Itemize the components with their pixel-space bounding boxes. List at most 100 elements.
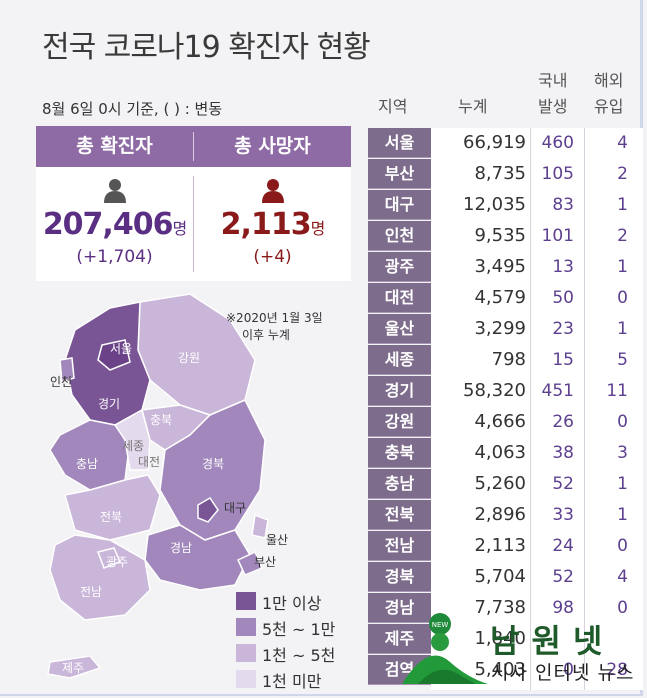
domestic-cell: 23	[552, 319, 574, 339]
domestic-cell: 83	[552, 195, 574, 215]
header-overseas-2: 유입	[594, 97, 624, 116]
region-busan	[237, 550, 263, 576]
overseas-cell: 2	[617, 226, 628, 246]
map-label-gyeongnam: 경남	[170, 541, 192, 555]
deaths-label: 총 사망자	[234, 135, 311, 157]
region-cell: 경남	[368, 593, 431, 623]
map-label-seoul: 서울	[110, 342, 132, 356]
column-divider	[584, 128, 585, 690]
region-jeju	[47, 655, 102, 679]
total-cell: 7,738	[474, 597, 526, 618]
legend-swatch	[236, 670, 256, 688]
domestic-cell: 460	[541, 133, 574, 153]
header-overseas-1: 해외	[594, 71, 624, 90]
summary-box: 총 확진자 총 사망자 207,406명 (+1,704) 2,113명 (+4…	[36, 126, 351, 281]
total-cell: 4,063	[474, 442, 526, 463]
note-line-2: 이후 누계	[242, 328, 290, 342]
total-cell: 2,113	[474, 535, 526, 556]
total-cell: 5,403	[474, 659, 526, 680]
region-cell: 서울	[368, 128, 431, 158]
overseas-cell: 28	[606, 660, 628, 680]
domestic-cell: 26	[552, 412, 574, 432]
region-gyeongnam	[144, 524, 251, 591]
overseas-cell: 1	[617, 195, 628, 215]
region-daegu	[197, 496, 219, 523]
domestic-cell: 52	[552, 567, 574, 587]
region-cell: 충남	[368, 469, 431, 499]
table-row: 세종 798 15 5	[368, 345, 638, 375]
overseas-cell: 4	[617, 567, 628, 587]
map-label-gyeongbuk: 경북	[202, 457, 224, 471]
region-cell: 인천	[368, 221, 431, 251]
domestic-cell: 105	[541, 164, 574, 184]
total-cell: 5,260	[474, 473, 526, 494]
page-title: 전국 코로나19 확진자 현황	[42, 30, 371, 65]
person-icon	[261, 179, 284, 203]
header-domestic: 국내 발생	[538, 70, 567, 118]
domestic-cell: 33	[552, 505, 574, 525]
region-ulsan	[251, 513, 269, 539]
total-cell: 12,035	[463, 194, 526, 215]
overseas-cell: 11	[606, 381, 628, 401]
region-cell: 세종	[368, 345, 431, 375]
table-row: 경남 7,738 98 0	[368, 593, 638, 623]
table-row: 대전 4,579 50 0	[368, 283, 638, 313]
region-cell: 경북	[368, 562, 431, 592]
legend-label: 1만 이상	[262, 594, 322, 613]
svg-text:NEW: NEW	[432, 621, 449, 629]
map-label-ulsan: 울산	[266, 533, 288, 547]
table-row: 인천 9,535 101 2	[368, 221, 638, 251]
confirmed-change: (+1,704)	[76, 247, 153, 267]
region-incheon	[59, 357, 75, 384]
domestic-cell: 451	[541, 381, 574, 401]
legend-item: 1천 ~ 5천	[236, 642, 356, 665]
overseas-cell: 1	[617, 474, 628, 494]
map-label-gyeonggi: 경기	[98, 397, 120, 411]
total-cell: 5,704	[474, 566, 526, 587]
region-jeonbuk	[64, 474, 161, 541]
table-row: 대구 12,035 83 1	[368, 190, 638, 220]
total-cell: 798	[491, 349, 526, 370]
region-cell: 대전	[368, 283, 431, 313]
map-label-busan: 부산	[254, 555, 276, 569]
overseas-cell: 1	[617, 257, 628, 277]
person-icon	[103, 179, 126, 203]
legend-swatch	[236, 592, 256, 610]
region-gyeongbuk	[159, 399, 266, 541]
total-cell: 2,896	[474, 504, 526, 525]
map-label-sejong: 세종	[122, 439, 144, 453]
table-row: 충북 4,063 38 3	[368, 438, 638, 468]
map-label-jeonnam: 전남	[80, 585, 102, 599]
confirmed-total: 207,406명	[42, 207, 187, 242]
total-cell: 9,535	[474, 225, 526, 246]
domestic-cell: 13	[552, 257, 574, 277]
region-cell: 강원	[368, 407, 431, 437]
region-cell: 광주	[368, 252, 431, 282]
column-divider	[530, 128, 531, 690]
header-overseas: 해외 유입	[594, 70, 623, 118]
table-row: 광주 3,495 13 1	[368, 252, 638, 282]
total-cell: 8,735	[474, 163, 526, 184]
region-cell: 경기	[368, 376, 431, 406]
header-total: 누계	[458, 97, 488, 116]
table-row: 경북 5,704 52 4	[368, 562, 638, 592]
region-cell: 부산	[368, 159, 431, 189]
map-label-chungbuk: 충북	[150, 413, 172, 427]
overseas-cell: 3	[617, 443, 628, 463]
map-label-jeju: 제주	[62, 661, 84, 675]
domestic-cell: 15	[552, 350, 574, 370]
watermark: NEW 남원넷 시사 인터넷 뉴스	[398, 612, 643, 696]
table-row: 제주 1,840	[368, 624, 638, 654]
confirmed-column: 207,406명 (+1,704)	[36, 167, 193, 281]
map-label-chungnam: 충남	[76, 457, 98, 471]
header-domestic-1: 국내	[538, 71, 568, 90]
table-row: 전남 2,113 24 0	[368, 531, 638, 561]
watermark-sub: 시사 인터넷 뉴스	[491, 662, 635, 684]
overseas-cell: 5	[617, 350, 628, 370]
legend-label: 1천 미만	[262, 672, 322, 691]
table-row: 부산 8,735 105 2	[368, 159, 638, 189]
overseas-cell: 1	[617, 505, 628, 525]
header-divider	[193, 132, 194, 161]
legend-item: 1만 이상	[236, 590, 356, 613]
domestic-cell: 38	[552, 443, 574, 463]
